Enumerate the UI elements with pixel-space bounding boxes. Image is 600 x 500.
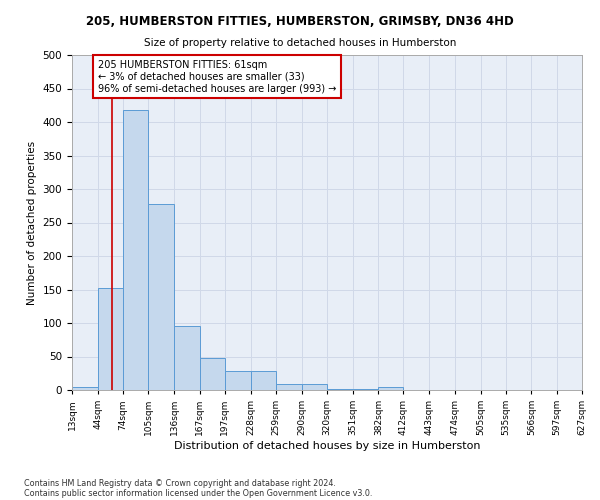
Y-axis label: Number of detached properties: Number of detached properties — [27, 140, 37, 304]
Bar — [379, 388, 403, 390]
Bar — [98, 288, 122, 390]
Bar — [72, 386, 98, 390]
Text: Contains public sector information licensed under the Open Government Licence v3: Contains public sector information licen… — [24, 488, 373, 498]
Text: 205, HUMBERSTON FITTIES, HUMBERSTON, GRIMSBY, DN36 4HD: 205, HUMBERSTON FITTIES, HUMBERSTON, GRI… — [86, 15, 514, 28]
Bar — [225, 370, 251, 390]
Bar — [277, 384, 302, 390]
Bar — [200, 358, 225, 390]
Text: Size of property relative to detached houses in Humberston: Size of property relative to detached ho… — [144, 38, 456, 48]
Text: Contains HM Land Registry data © Crown copyright and database right 2024.: Contains HM Land Registry data © Crown c… — [24, 478, 336, 488]
Bar — [302, 384, 327, 390]
Bar — [148, 204, 174, 390]
Text: 205 HUMBERSTON FITTIES: 61sqm
← 3% of detached houses are smaller (33)
96% of se: 205 HUMBERSTON FITTIES: 61sqm ← 3% of de… — [98, 60, 336, 94]
X-axis label: Distribution of detached houses by size in Humberston: Distribution of detached houses by size … — [174, 441, 480, 451]
Bar — [174, 326, 200, 390]
Bar — [122, 110, 148, 390]
Bar — [251, 370, 277, 390]
